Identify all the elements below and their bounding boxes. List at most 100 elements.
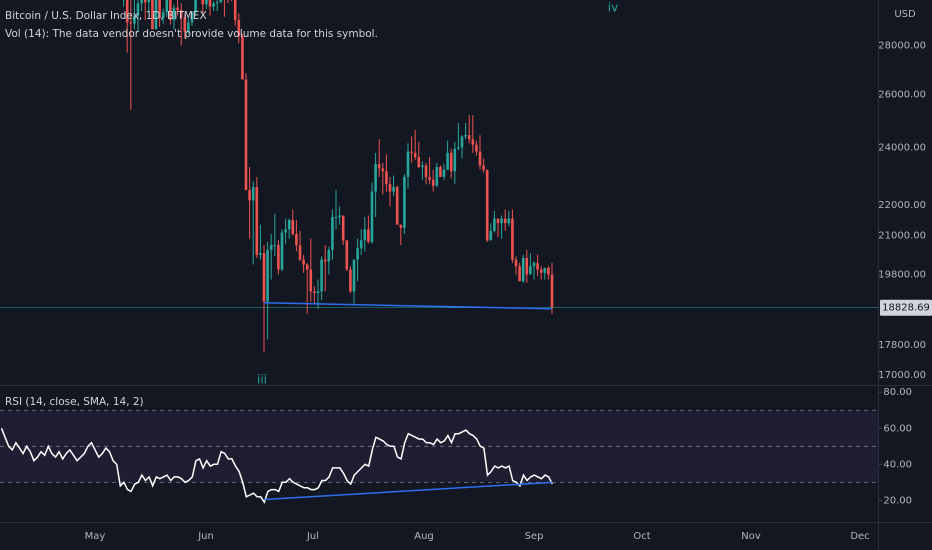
- candle-body: [320, 259, 323, 292]
- candle-body: [169, 0, 172, 21]
- candle-body: [251, 187, 255, 201]
- candle-body: [377, 164, 381, 169]
- candle-body: [413, 152, 417, 158]
- candle-body: [345, 240, 349, 270]
- candle-body: [395, 187, 399, 225]
- candle-body: [136, 3, 140, 16]
- candle-body: [133, 15, 136, 24]
- candle-body: [255, 187, 259, 255]
- x-tick-label: May: [85, 531, 106, 542]
- candle-body: [417, 157, 421, 167]
- y-tick-label: 26000.00: [878, 90, 926, 101]
- candle-body: [309, 269, 313, 292]
- y-tick-label: 28000.00: [878, 41, 926, 52]
- candle-body: [233, 0, 237, 21]
- candle-body: [478, 151, 482, 166]
- candle-body: [543, 267, 547, 273]
- x-tick-label: Sep: [525, 531, 544, 542]
- candle-body: [424, 165, 428, 177]
- candle-body: [194, 0, 197, 13]
- candle-body: [187, 22, 190, 32]
- candle-body: [511, 218, 514, 260]
- candle-body: [550, 274, 554, 308]
- y-tick-label: 17800.00: [878, 340, 926, 351]
- candle-body: [406, 151, 410, 177]
- candle-body: [266, 249, 269, 302]
- chart-title: Bitcoin / U.S. Dollar Index, 1D, BITMEX: [5, 10, 207, 22]
- candle-body: [341, 215, 345, 241]
- rsi-tick-label: 20.00: [883, 495, 912, 506]
- candle-body: [493, 218, 496, 231]
- candle-body: [190, 12, 194, 23]
- candle-body: [446, 152, 449, 170]
- candle-body: [305, 264, 309, 270]
- candle-body: [439, 166, 442, 177]
- candle-body: [442, 169, 446, 177]
- candle-body: [514, 259, 518, 267]
- candle-body: [147, 0, 151, 3]
- candle-body: [431, 179, 435, 186]
- last-price-label: 18828.69: [882, 303, 930, 314]
- candle-body: [392, 187, 395, 192]
- candle-body: [269, 245, 273, 250]
- y-tick-label: 24000.00: [878, 142, 926, 153]
- x-tick-label: Nov: [741, 531, 761, 542]
- candle-body: [471, 139, 475, 145]
- wave-label: iii: [257, 373, 267, 387]
- y-tick-label: 19800.00: [878, 269, 926, 280]
- candle-body: [367, 229, 370, 242]
- candle-body: [143, 0, 147, 3]
- candle-body: [158, 0, 161, 18]
- candle-body: [532, 262, 536, 267]
- candle-body: [334, 217, 338, 219]
- candle-body: [518, 266, 521, 282]
- candle-body: [140, 0, 143, 4]
- x-tick-label: Dec: [850, 531, 869, 542]
- candle-body: [280, 232, 284, 270]
- x-tick-label: Jun: [197, 531, 214, 542]
- candle-body: [352, 259, 356, 292]
- candle-body: [507, 218, 511, 224]
- last-price-box: [880, 299, 932, 316]
- candle-body: [248, 190, 251, 201]
- candle-body: [302, 259, 305, 265]
- candle-body: [475, 144, 478, 152]
- candle-body: [237, 20, 241, 37]
- axes: 17000.00 17800.00 19800.00 21000.00 22000.00…: [85, 41, 932, 542]
- candle-body: [125, 0, 129, 23]
- candle-body: [529, 266, 532, 275]
- wave-label: iv: [608, 1, 618, 15]
- candle-body: [215, 2, 219, 4]
- currency-label: USD: [894, 9, 916, 20]
- candle-body: [262, 253, 266, 302]
- candle-body: [212, 3, 215, 7]
- candle-body: [435, 166, 439, 186]
- candle-body: [464, 135, 467, 137]
- rsi-title: RSI (14, close, SMA, 14, 2): [5, 396, 144, 408]
- candle-body: [482, 165, 485, 170]
- candle-body: [547, 267, 550, 275]
- candle-body: [457, 147, 460, 149]
- candle-body: [359, 240, 363, 249]
- candle-body: [165, 0, 169, 13]
- candle-body: [500, 218, 503, 224]
- candle-body: [291, 220, 295, 235]
- candle-body: [349, 269, 352, 292]
- candle-body: [536, 262, 539, 270]
- candle-body: [154, 0, 158, 30]
- candle-body: [327, 249, 331, 262]
- candle-body: [172, 7, 176, 21]
- candle-body: [287, 220, 291, 230]
- candle-body: [374, 164, 377, 192]
- candle-body: [338, 215, 341, 218]
- candle-body: [244, 79, 248, 191]
- candle-body: [273, 245, 277, 247]
- rsi-pane: [0, 409, 878, 504]
- candle-body: [428, 176, 431, 180]
- candle-body: [410, 151, 413, 153]
- candle-body: [161, 12, 165, 18]
- candle-body: [489, 230, 493, 241]
- candle-body: [208, 0, 212, 7]
- candle-body: [219, 0, 223, 3]
- candle-body: [421, 165, 424, 167]
